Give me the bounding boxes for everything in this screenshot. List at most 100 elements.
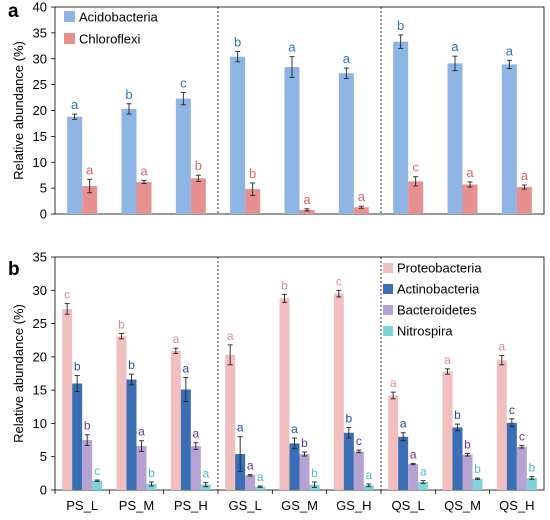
bar — [506, 422, 517, 490]
bar — [299, 209, 315, 214]
legend-swatch — [383, 326, 393, 336]
legend-label: Actinobacteria — [397, 282, 480, 297]
y-tick-label: 15 — [33, 383, 47, 398]
legend-label: Bacteroidetes — [397, 303, 477, 318]
bar — [299, 454, 310, 490]
bar — [126, 379, 137, 490]
panel-label: b — [8, 259, 20, 280]
significance-letter: b — [195, 158, 202, 173]
significance-letter: a — [303, 192, 311, 207]
significance-letter: b — [84, 419, 91, 433]
legend-label: Chloroflexi — [79, 32, 141, 47]
bar — [496, 360, 507, 490]
significance-letter: a — [182, 361, 189, 375]
significance-letter: a — [202, 467, 209, 481]
bar — [175, 98, 191, 214]
significance-letter: a — [343, 51, 351, 66]
bar — [408, 181, 424, 214]
y-tick-label: 30 — [33, 51, 47, 66]
y-axis-label: Relative abundance (%) — [11, 304, 26, 443]
x-tick-label: QS_H — [499, 498, 534, 513]
bar — [190, 178, 206, 214]
significance-letter: a — [390, 376, 397, 390]
significance-letter: a — [71, 97, 79, 112]
significance-letter: a — [237, 421, 244, 435]
bar — [408, 464, 419, 490]
bar — [363, 485, 374, 490]
significance-letter: a — [410, 447, 417, 461]
bar — [230, 56, 246, 215]
bar — [255, 486, 266, 490]
y-tick-label: 30 — [33, 283, 47, 298]
significance-letter: a — [521, 168, 529, 183]
bar — [338, 73, 354, 215]
y-tick-label: 25 — [33, 77, 47, 92]
bar — [462, 454, 473, 490]
significance-letter: a — [451, 39, 459, 54]
bar — [190, 446, 201, 490]
legend-label: Acidobacteria — [79, 10, 159, 25]
significance-letter: a — [506, 43, 514, 58]
x-tick-label: QS_M — [444, 498, 481, 513]
bar — [67, 116, 83, 214]
y-tick-label: 25 — [33, 316, 47, 331]
bar — [343, 432, 354, 490]
bar — [526, 478, 537, 490]
y-axis-label: Relative abundance (%) — [11, 41, 26, 180]
y-tick-label: 40 — [33, 0, 47, 15]
bar — [462, 184, 478, 214]
bar — [235, 454, 246, 490]
significance-letter: c — [509, 403, 515, 417]
bar — [516, 187, 532, 214]
significance-letter: a — [288, 40, 296, 55]
significance-letter: b — [118, 318, 125, 332]
significance-letter: c — [519, 429, 525, 443]
x-tick-label: PS_M — [119, 498, 154, 513]
significance-letter: a — [498, 340, 505, 354]
panel-b: 0 5 10 15 20 25 30 35 Relative abundance (%) b PS_… — [8, 250, 545, 513]
legend-swatch — [64, 11, 75, 22]
significance-letter: b — [148, 466, 155, 480]
significance-letter: b — [474, 462, 481, 476]
legend-label: Nitrospira — [397, 324, 453, 339]
bar — [82, 186, 98, 214]
significance-letter: c — [412, 160, 419, 175]
bar — [170, 350, 181, 490]
significance-letter: b — [454, 408, 461, 422]
y-tick-label: 0 — [40, 483, 47, 498]
y-tick-label: 20 — [33, 349, 47, 364]
bar — [180, 389, 191, 490]
significance-letter: a — [365, 468, 372, 482]
y-tick-label: 15 — [33, 129, 47, 144]
x-tick-label: PS_L — [66, 498, 98, 513]
y-tick-label: 5 — [40, 449, 47, 464]
significance-letter: b — [74, 359, 81, 373]
significance-letter: a — [140, 163, 148, 178]
y-tick-label: 0 — [40, 207, 47, 222]
legend-swatch — [64, 33, 75, 44]
bar — [136, 446, 147, 490]
significance-letter: b — [249, 166, 256, 181]
bar — [245, 189, 261, 214]
y-tick-label: 10 — [33, 155, 47, 170]
significance-letter: b — [528, 461, 535, 475]
bar — [398, 436, 409, 490]
x-tick-label: GS_M — [281, 498, 318, 513]
significance-letter: b — [345, 411, 352, 425]
significance-letter: b — [128, 358, 135, 372]
bar — [353, 207, 369, 214]
significance-letter: a — [227, 329, 234, 343]
significance-letter: a — [358, 189, 366, 204]
significance-letter: b — [397, 18, 404, 33]
bar — [393, 41, 409, 214]
bar — [388, 395, 399, 490]
bar — [452, 427, 463, 490]
bar — [200, 484, 211, 490]
bar — [279, 298, 290, 490]
significance-letter: a — [138, 425, 145, 439]
bar — [92, 480, 103, 490]
y-tick-label: 35 — [33, 25, 47, 40]
bar — [116, 336, 127, 490]
x-tick-label: GS_L — [229, 498, 262, 513]
significance-letter: c — [94, 464, 100, 478]
